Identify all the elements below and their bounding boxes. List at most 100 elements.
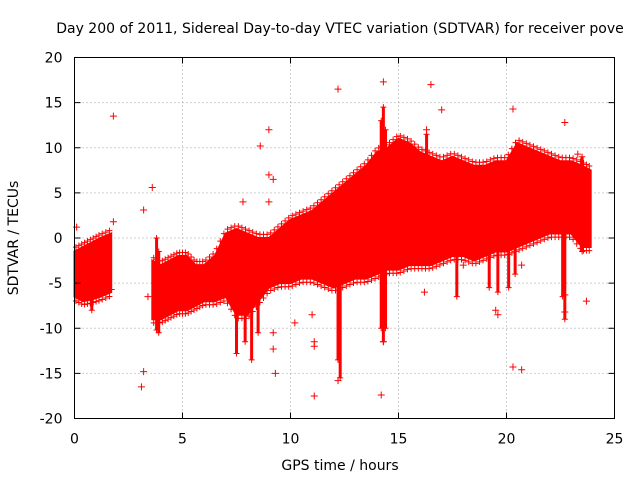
- data-point: [561, 216, 568, 223]
- data-point: [343, 175, 350, 182]
- data-point: [368, 276, 375, 283]
- x-tick-label: 25: [606, 432, 624, 448]
- data-point: [579, 153, 586, 160]
- data-point: [278, 220, 285, 227]
- data-point: [382, 325, 389, 332]
- data-point: [465, 156, 472, 163]
- data-point: [411, 141, 418, 148]
- data-point: [454, 152, 461, 159]
- data-point: [523, 243, 530, 250]
- data-point: [296, 279, 303, 286]
- data-point: [335, 198, 342, 205]
- y-tick-label: 5: [54, 186, 63, 202]
- data-point: [255, 280, 262, 287]
- y-tick-label: -20: [40, 412, 63, 428]
- data-point: [361, 160, 368, 167]
- data-point: [350, 169, 357, 176]
- data-point: [210, 250, 217, 257]
- y-tick-label: 20: [45, 51, 63, 67]
- data-point: [285, 214, 292, 221]
- x-axis-label: GPS time / hours: [281, 458, 398, 474]
- data-point: [573, 156, 580, 163]
- data-point: [534, 239, 541, 246]
- data-point: [106, 227, 113, 234]
- data-point: [249, 229, 256, 236]
- data-point: [379, 78, 387, 86]
- data-point: [537, 237, 544, 244]
- data-point: [530, 143, 537, 150]
- data-point: [487, 156, 494, 163]
- y-tick-label: 15: [45, 96, 63, 112]
- data-point: [140, 368, 148, 376]
- data-point: [480, 257, 487, 264]
- data-point: [292, 211, 299, 218]
- data-point: [155, 248, 162, 255]
- data-point: [501, 154, 508, 161]
- data-point: [447, 257, 454, 264]
- data-point: [490, 252, 497, 259]
- data-point: [81, 301, 88, 308]
- data-point: [137, 383, 145, 391]
- data-point: [429, 264, 436, 271]
- data-point: [364, 278, 371, 285]
- data-point: [303, 206, 310, 213]
- data-point: [541, 236, 548, 243]
- data-point: [248, 289, 255, 296]
- data-point: [523, 140, 530, 147]
- data-point: [274, 284, 281, 291]
- data-point: [423, 207, 430, 214]
- data-point: [271, 226, 278, 233]
- data-point: [512, 271, 519, 278]
- data-point: [242, 298, 249, 305]
- data-point: [397, 132, 404, 139]
- data-point: [519, 245, 526, 252]
- data-point: [505, 151, 512, 158]
- data-point: [325, 285, 332, 292]
- data-point: [516, 246, 523, 253]
- data-point: [307, 279, 314, 286]
- data-point: [570, 155, 577, 162]
- data-point: [265, 126, 273, 134]
- data-point: [393, 133, 400, 140]
- data-point: [505, 284, 512, 291]
- data-point: [574, 150, 582, 158]
- data-point: [220, 230, 227, 237]
- data-band: [151, 137, 592, 321]
- data-point: [264, 231, 271, 238]
- data-point: [217, 238, 224, 245]
- data-point: [519, 138, 526, 145]
- data-point: [173, 250, 180, 257]
- data-point: [444, 258, 451, 265]
- data-point: [526, 242, 533, 249]
- x-tick-label: 10: [282, 432, 300, 448]
- data-point: [578, 225, 586, 233]
- data-point: [260, 295, 267, 302]
- data-point: [336, 181, 343, 188]
- data-point: [233, 350, 240, 357]
- data-point: [350, 279, 357, 286]
- data-point: [361, 279, 368, 286]
- data-point: [508, 145, 515, 152]
- data-point: [296, 209, 303, 216]
- data-point: [314, 281, 321, 288]
- data-point: [300, 208, 307, 215]
- data-point: [255, 329, 262, 336]
- data-point: [458, 256, 465, 263]
- data-point: [310, 392, 318, 400]
- data-point: [242, 226, 249, 233]
- data-point: [265, 171, 273, 179]
- data-point: [354, 166, 361, 173]
- data-point: [109, 112, 117, 120]
- data-point: [314, 199, 321, 206]
- data-point: [509, 105, 517, 113]
- data-point: [271, 285, 278, 292]
- data-point: [586, 162, 593, 169]
- data-point: [377, 391, 385, 399]
- data-point: [217, 299, 224, 306]
- data-point: [559, 189, 566, 196]
- data-point: [579, 248, 586, 255]
- data-point: [462, 257, 469, 264]
- data-point: [318, 196, 325, 203]
- data-point: [88, 307, 95, 314]
- x-tick-label: 5: [178, 432, 187, 448]
